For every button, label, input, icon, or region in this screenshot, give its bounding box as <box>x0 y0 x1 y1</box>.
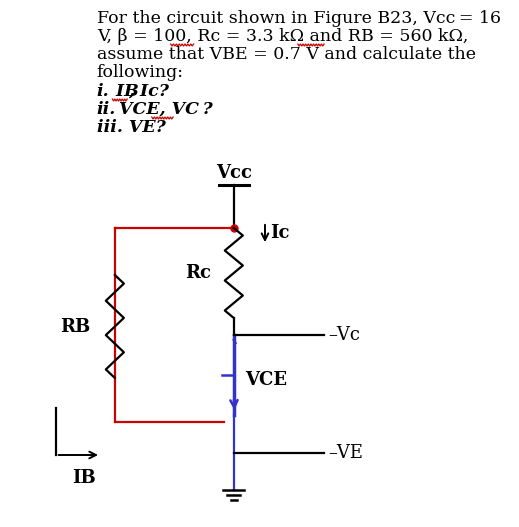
Text: ii.: ii. <box>97 101 116 118</box>
Text: –VE: –VE <box>328 444 363 462</box>
Text: iii. VE?: iii. VE? <box>97 119 166 136</box>
Text: following:: following: <box>97 64 184 81</box>
Text: IB: IB <box>72 469 96 487</box>
Text: RB: RB <box>60 317 91 336</box>
Text: i.: i. <box>97 83 110 100</box>
Text: Vcc: Vcc <box>216 164 252 182</box>
Text: –Vc: –Vc <box>328 326 360 344</box>
Text: assume that VBE = 0.7 V and calculate the: assume that VBE = 0.7 V and calculate th… <box>97 46 476 63</box>
Text: VCE, VC ?: VCE, VC ? <box>113 101 213 118</box>
Text: For the circuit shown in Figure B23, Vcc = 16: For the circuit shown in Figure B23, Vcc… <box>97 10 501 27</box>
Text: IB: IB <box>110 83 139 100</box>
Text: Ic: Ic <box>270 225 290 242</box>
Text: , Ic?: , Ic? <box>128 83 169 100</box>
Text: V, β = 100, Rc = 3.3 kΩ and RB = 560 kΩ,: V, β = 100, Rc = 3.3 kΩ and RB = 560 kΩ, <box>97 28 468 45</box>
Text: VCE: VCE <box>245 371 288 389</box>
Text: Rc: Rc <box>185 264 211 282</box>
